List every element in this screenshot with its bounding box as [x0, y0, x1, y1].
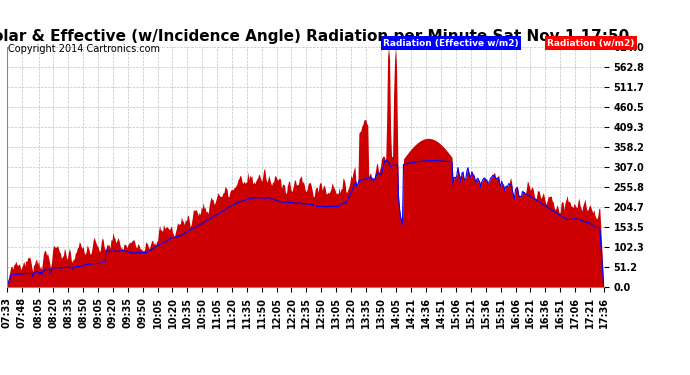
Text: Radiation (Effective w/m2): Radiation (Effective w/m2)	[383, 39, 519, 48]
Title: Solar & Effective (w/Incidence Angle) Radiation per Minute Sat Nov 1 17:50: Solar & Effective (w/Incidence Angle) Ra…	[0, 29, 629, 44]
Text: Radiation (w/m2): Radiation (w/m2)	[547, 39, 635, 48]
Text: Copyright 2014 Cartronics.com: Copyright 2014 Cartronics.com	[8, 44, 160, 54]
